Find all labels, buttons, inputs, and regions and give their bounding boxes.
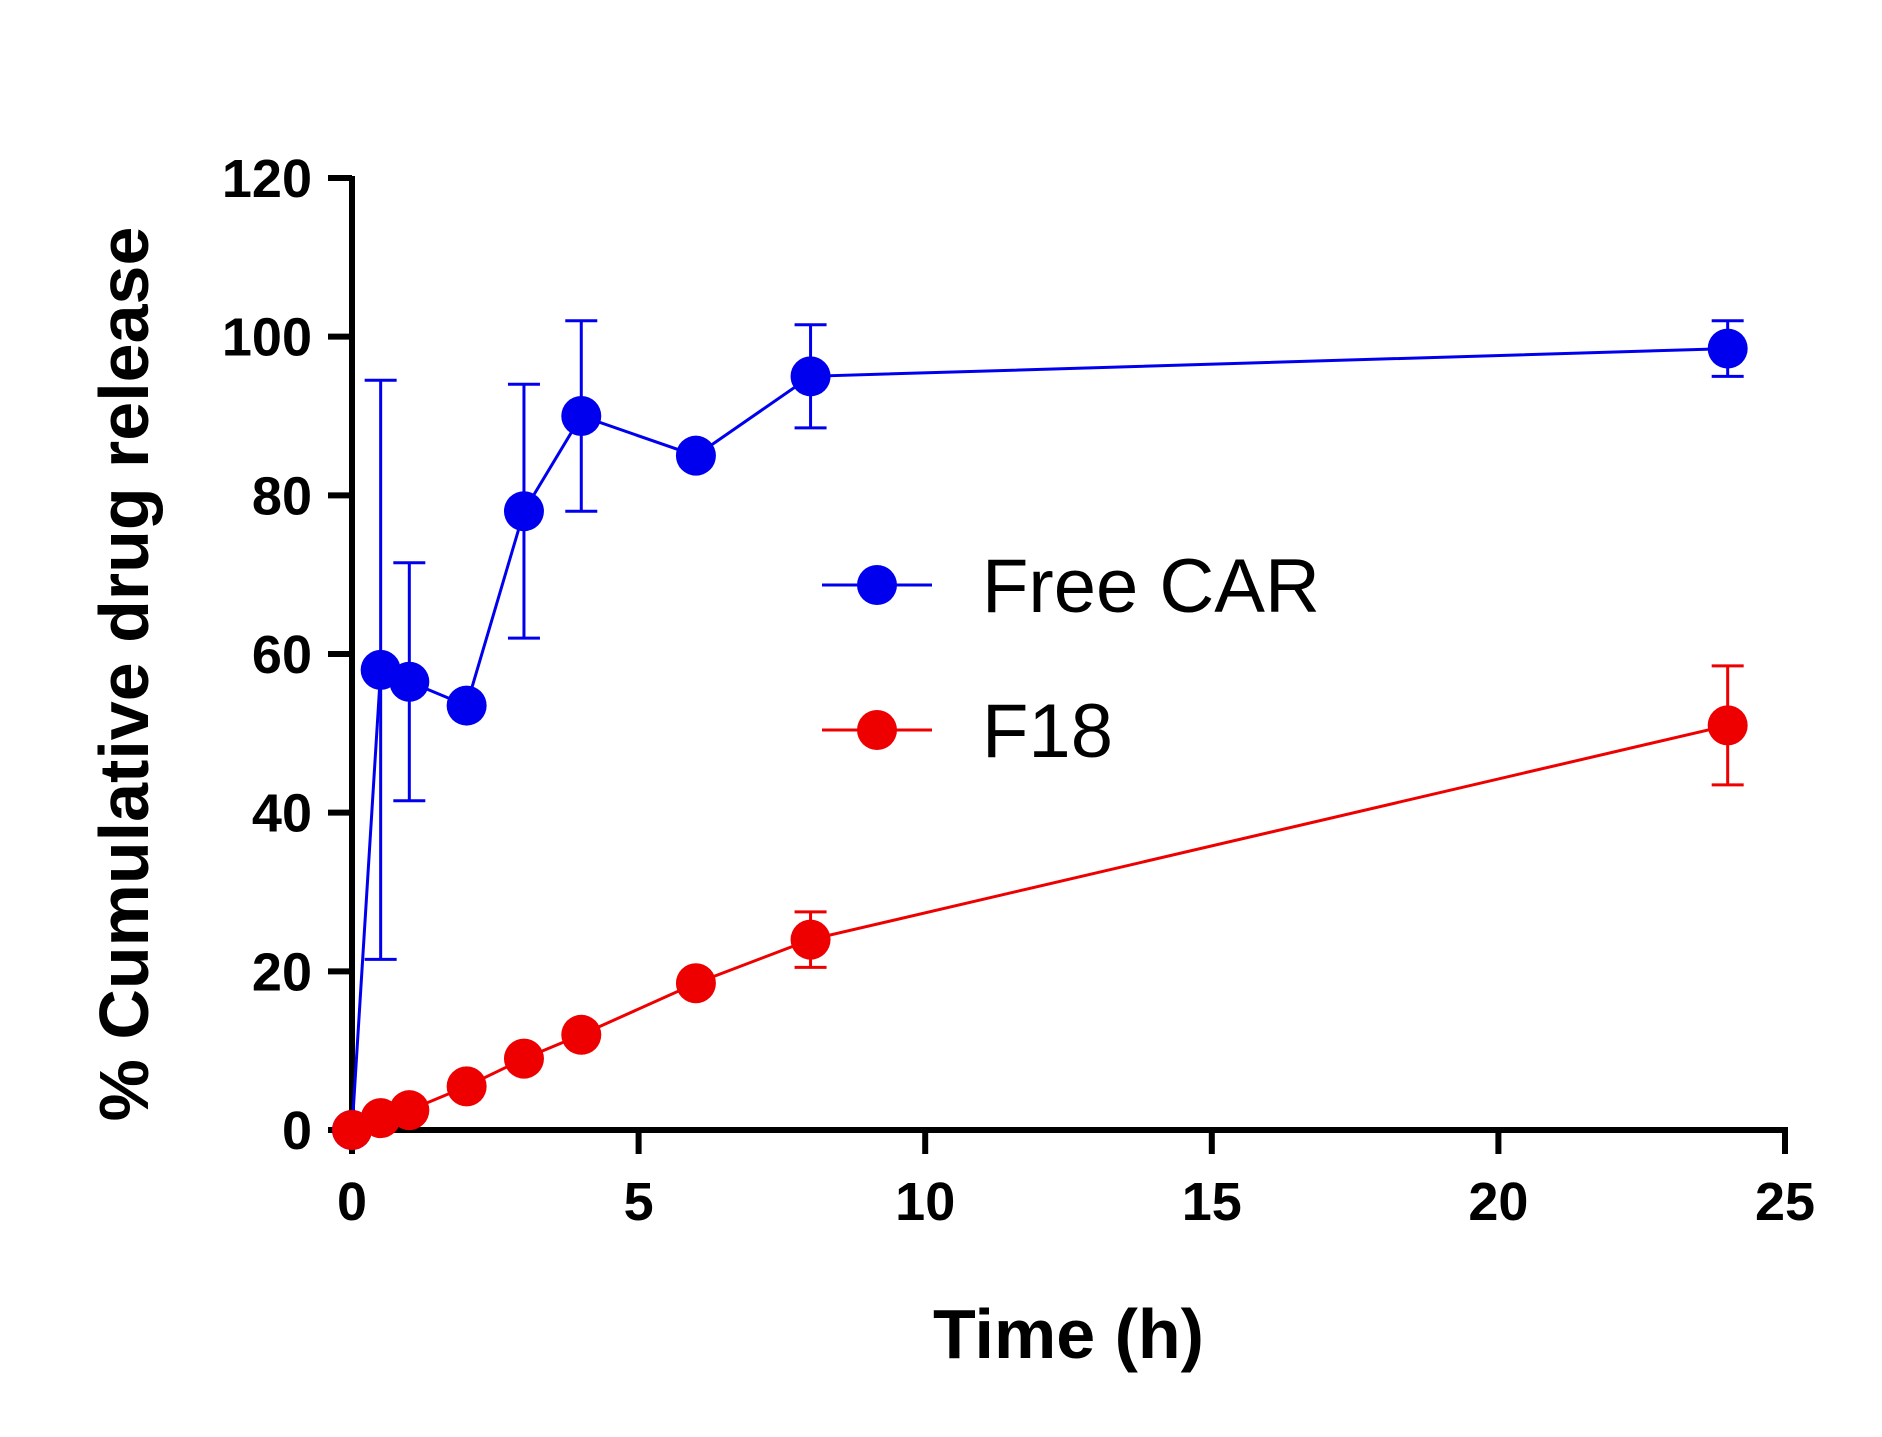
x-tick-label: 25 [1755, 1172, 1815, 1232]
axes [349, 176, 1788, 1133]
x-tick-label: 5 [624, 1172, 654, 1232]
data-point [446, 685, 487, 726]
data-point [446, 1066, 487, 1107]
data-point [790, 356, 831, 397]
data-point [503, 491, 544, 532]
data-point [503, 1038, 544, 1079]
y-tick-label: 60 [252, 625, 312, 685]
y-tick-label: 20 [252, 942, 312, 1002]
data-point [389, 661, 430, 702]
x-axis-title: Time (h) [933, 1295, 1204, 1373]
y-axis-title: % Cumulative drug release [85, 227, 163, 1122]
y-tick-label: 0 [282, 1101, 312, 1161]
legend-label: Free CAR [982, 544, 1320, 629]
series-f18 [332, 664, 1748, 1150]
y-tick-label: 40 [252, 784, 312, 844]
x-tick-label: 15 [1182, 1172, 1242, 1232]
x-tick-label: 20 [1468, 1172, 1528, 1232]
series-layer [332, 319, 1748, 1150]
legend-marker [857, 565, 897, 605]
legend: Free CAR F18 [822, 544, 1320, 774]
legend-label: F18 [982, 689, 1113, 774]
y-tick-label: 100 [222, 308, 312, 368]
series-line [351, 723, 1729, 1132]
data-point [790, 919, 831, 960]
data-point [675, 963, 716, 1004]
data-point [561, 1014, 602, 1055]
data-point [561, 396, 602, 436]
data-point [1707, 705, 1748, 746]
y-tick-label: 80 [252, 466, 312, 526]
x-tick-label: 0 [337, 1172, 367, 1232]
data-point [675, 435, 716, 476]
ticks: 0 20 40 60 80 100 120 0 5 10 15 20 25 [222, 149, 1815, 1232]
data-point [389, 1090, 430, 1131]
y-tick-label: 120 [222, 149, 312, 209]
data-point [1707, 328, 1748, 369]
legend-marker [857, 710, 897, 750]
x-tick-label: 10 [895, 1172, 955, 1232]
